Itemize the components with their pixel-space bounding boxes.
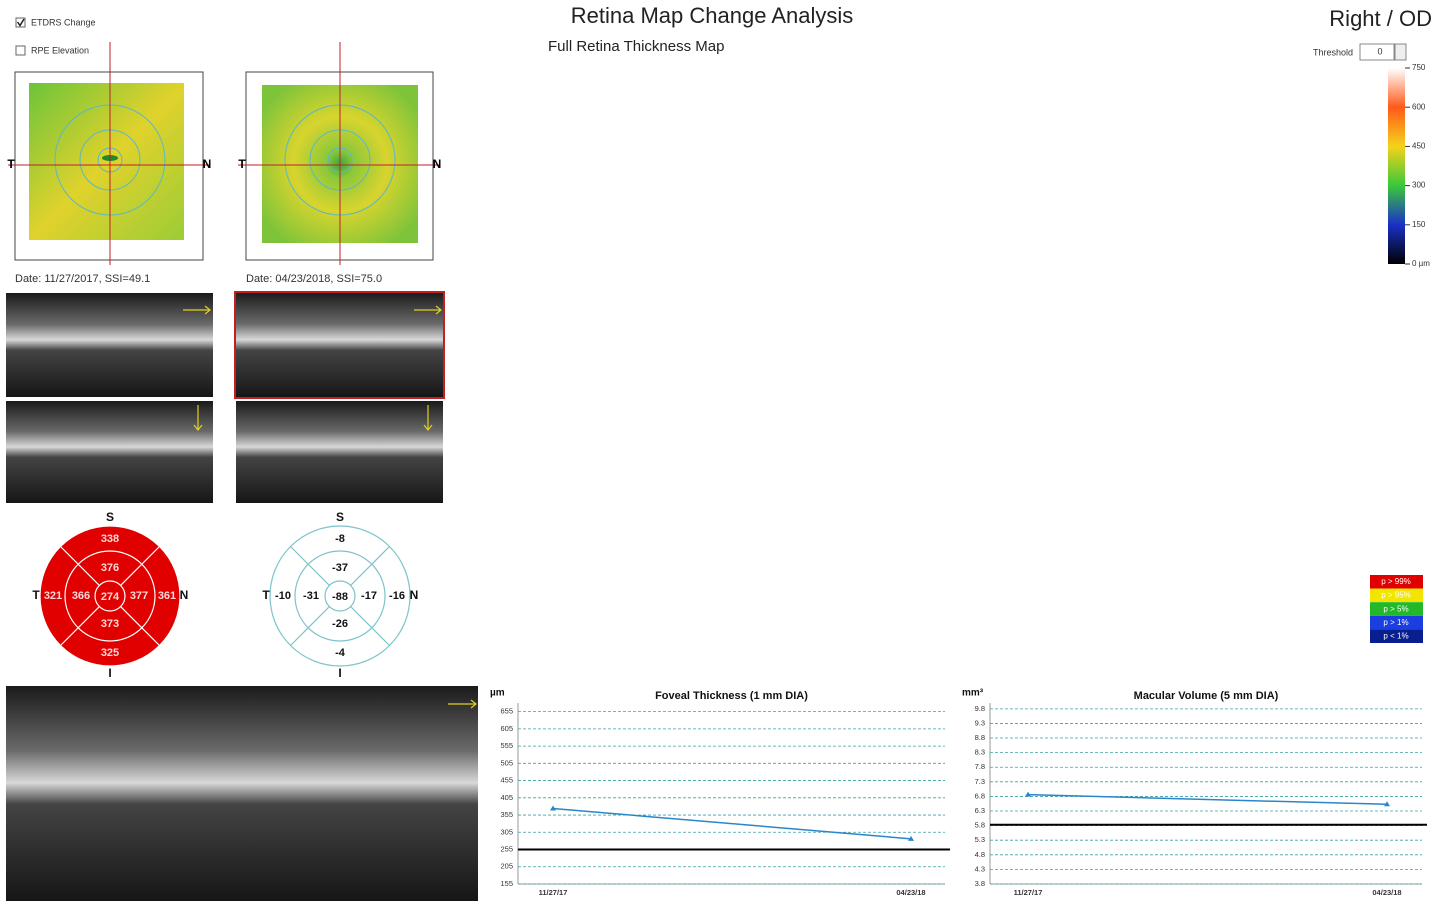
oct-scan[interactable] xyxy=(236,401,443,503)
option-label: RPE Elevation xyxy=(31,45,89,55)
etdrs-orientation: N xyxy=(410,588,419,602)
etdrs-value: -8 xyxy=(335,533,345,545)
y-tick-label: 305 xyxy=(500,827,513,836)
map-date: Date: 11/27/2017, SSI=49.1 xyxy=(15,273,150,285)
scale-tick-label: 600 xyxy=(1412,102,1426,111)
trend-line xyxy=(553,808,911,838)
significance-label: p < 1% xyxy=(1383,632,1408,641)
oct-scan[interactable] xyxy=(6,293,213,397)
etdrs-value: -37 xyxy=(332,562,348,574)
etdrs-value: -4 xyxy=(335,647,346,659)
y-tick-label: 6.3 xyxy=(975,806,985,815)
oct-scan[interactable] xyxy=(6,686,478,901)
y-tick-label: 4.8 xyxy=(975,850,985,859)
y-tick-label: 5.3 xyxy=(975,835,985,844)
title: Retina Map Change Analysis xyxy=(571,3,854,28)
y-tick-label: 155 xyxy=(500,879,513,888)
etdrs-value: -31 xyxy=(303,590,319,602)
etdrs-value: 325 xyxy=(101,647,119,659)
etdrs-value: -88 xyxy=(332,591,348,603)
map-label: T xyxy=(238,157,246,171)
scale-tick-label: 750 xyxy=(1412,63,1426,72)
threshold-spinner[interactable] xyxy=(1395,44,1406,60)
y-tick-label: 9.3 xyxy=(975,718,985,727)
unit-label: µm xyxy=(490,688,505,699)
significance-legend: p > 99% p > 95% p > 5% p > 1% p < 1% xyxy=(1370,575,1423,643)
threshold-value: 0 xyxy=(1377,46,1382,56)
y-tick-label: 505 xyxy=(500,758,513,767)
etdrs-value: 376 xyxy=(101,562,119,574)
y-tick-label: 455 xyxy=(500,776,513,785)
etdrs-orientation: N xyxy=(180,588,189,602)
thickness-map[interactable] xyxy=(29,83,184,240)
y-tick-label: 355 xyxy=(500,810,513,819)
x-tick-label: 04/23/18 xyxy=(1372,888,1401,897)
etdrs-value: 338 xyxy=(101,533,119,545)
x-tick-label: 11/27/17 xyxy=(539,888,568,897)
chart-title: Macular Volume (5 mm DIA) xyxy=(1134,690,1279,702)
etdrs-value: 377 xyxy=(130,590,148,602)
etdrs-orientation: S xyxy=(336,510,344,524)
etdrs-value: 373 xyxy=(101,618,119,630)
scale-tick-label: 0 µm xyxy=(1412,259,1430,268)
x-tick-label: 11/27/17 xyxy=(1014,888,1043,897)
option-label: ETDRS Change xyxy=(31,17,96,27)
etdrs-orientation: I xyxy=(108,666,111,680)
significance-label: p > 99% xyxy=(1381,577,1411,586)
trend-charts: Foveal Thickness (1 mm DIA) µm 155 205 255 30… xyxy=(490,688,1427,897)
eye: Right / OD xyxy=(1329,6,1432,31)
significance-label: p > 95% xyxy=(1381,591,1411,600)
scale-tick-label: 150 xyxy=(1412,220,1426,229)
oct-scan[interactable] xyxy=(235,292,444,398)
y-tick-label: 655 xyxy=(500,707,513,716)
screen: Retina Map Change Analysis Full Retina T… xyxy=(0,0,1451,901)
y-tick-label: 8.8 xyxy=(975,733,985,742)
etdrs-grids: S 376 338 T 366 321 N 377 361 I 373 325 274 S -37 -8 T -3… xyxy=(32,510,418,680)
etdrs-orientation: T xyxy=(32,588,40,602)
scale-tick-label: 300 xyxy=(1412,181,1426,190)
etdrs-value: 361 xyxy=(158,590,176,602)
etdrs-value: -16 xyxy=(389,590,405,602)
color-scale xyxy=(1388,68,1405,264)
etdrs-value: -10 xyxy=(275,590,291,602)
scale-tick-label: 450 xyxy=(1412,142,1426,151)
significance-label: p > 1% xyxy=(1383,618,1408,627)
map-label: N xyxy=(433,157,442,171)
oct-scan[interactable] xyxy=(6,401,213,503)
map-date: Date: 04/23/2018, SSI=75.0 xyxy=(246,273,382,285)
y-tick-label: 4.3 xyxy=(975,864,985,873)
map-label: N xyxy=(203,157,212,171)
threshold-label: Threshold xyxy=(1313,47,1353,57)
map-label: T xyxy=(7,157,15,171)
etdrs-orientation: T xyxy=(262,588,270,602)
significance-label: p > 5% xyxy=(1383,604,1408,613)
unit-label: mm³ xyxy=(962,688,984,699)
y-tick-label: 605 xyxy=(500,724,513,733)
etdrs-value: 366 xyxy=(72,590,90,602)
chart-title: Foveal Thickness (1 mm DIA) xyxy=(655,690,808,702)
y-tick-label: 3.8 xyxy=(975,879,985,888)
etdrs-orientation: I xyxy=(338,666,341,680)
y-tick-label: 405 xyxy=(500,793,513,802)
etdrs-value: 274 xyxy=(101,591,120,603)
etdrs-value: 321 xyxy=(44,590,62,602)
y-tick-label: 7.3 xyxy=(975,777,985,786)
y-tick-label: 8.3 xyxy=(975,748,985,757)
y-tick-label: 5.8 xyxy=(975,821,985,830)
etdrs-value: -26 xyxy=(332,618,348,630)
scale-ticks: 750 600 450 300 150 0 µm xyxy=(1405,63,1430,268)
y-tick-label: 9.8 xyxy=(975,704,985,713)
y-tick-label: 7.8 xyxy=(975,762,985,771)
etdrs-value: -17 xyxy=(361,590,377,602)
checkbox[interactable] xyxy=(16,46,25,55)
x-tick-label: 04/23/18 xyxy=(896,888,925,897)
y-tick-label: 6.8 xyxy=(975,791,985,800)
etdrs-orientation: S xyxy=(106,510,114,524)
y-tick-label: 205 xyxy=(500,862,513,871)
y-tick-label: 255 xyxy=(500,845,513,854)
y-tick-label: 555 xyxy=(500,741,513,750)
subtitle: Full Retina Thickness Map xyxy=(548,38,724,55)
